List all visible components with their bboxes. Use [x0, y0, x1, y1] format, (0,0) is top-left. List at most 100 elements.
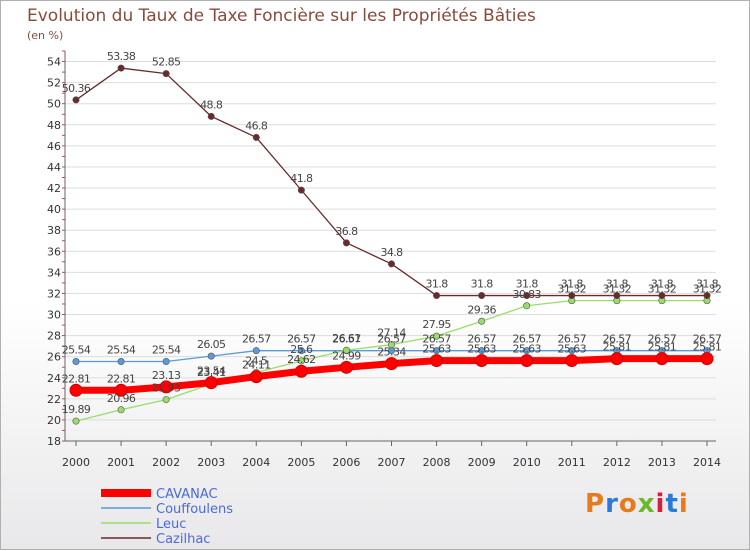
data-point — [520, 354, 534, 368]
x-tick-label: 2005 — [287, 456, 315, 469]
data-point — [72, 417, 80, 425]
data-point — [433, 292, 441, 300]
data-label: 19.89 — [62, 403, 91, 416]
data-label: 36.8 — [335, 225, 358, 238]
y-tick-label: 44 — [47, 161, 61, 174]
y-tick-label: 30 — [47, 309, 61, 322]
data-label: 25.63 — [467, 343, 496, 356]
data-label: 25.54 — [152, 344, 181, 357]
data-point — [207, 112, 215, 120]
data-label: 31.8 — [606, 278, 629, 291]
data-point — [568, 347, 576, 355]
chart-title: Evolution du Taux de Taxe Foncière sur l… — [27, 6, 536, 26]
y-tick-label: 28 — [47, 330, 61, 343]
data-point — [207, 352, 215, 360]
logo-letter: r — [605, 489, 619, 519]
x-tick-label: 2000 — [62, 456, 90, 469]
data-point — [658, 292, 666, 300]
data-point — [69, 383, 83, 397]
data-label: 48.8 — [200, 98, 223, 111]
x-tick-label: 2010 — [513, 456, 541, 469]
data-label: 46.8 — [245, 119, 268, 132]
y-tick-label: 38 — [47, 224, 61, 237]
x-tick-label: 2002 — [152, 456, 180, 469]
data-point — [72, 358, 80, 366]
data-point — [387, 341, 395, 349]
data-label: 34.8 — [380, 246, 403, 259]
x-tick-label: 2014 — [693, 456, 721, 469]
data-label: 24.11 — [242, 359, 271, 372]
data-point — [297, 357, 305, 365]
data-label: 26.57 — [467, 333, 496, 346]
data-point — [523, 292, 531, 300]
data-label: 31.32 — [693, 283, 722, 296]
legend-label-leuc: Leuc — [156, 517, 186, 532]
logo-letter: o — [618, 489, 638, 519]
series-group — [69, 64, 714, 425]
data-label: 41.8 — [290, 172, 313, 185]
data-label: 31.8 — [651, 278, 674, 291]
data-label: 25.54 — [62, 344, 91, 357]
data-point — [478, 347, 486, 355]
data-label: 31.32 — [648, 283, 677, 296]
data-label: 26.57 — [287, 333, 316, 346]
data-label: 31.8 — [516, 278, 539, 291]
data-point — [294, 364, 308, 378]
data-point — [297, 186, 305, 194]
data-label: 26.57 — [648, 333, 677, 346]
data-point — [162, 358, 170, 366]
data-label: 25.54 — [107, 344, 136, 357]
y-tick-label: 18 — [47, 435, 61, 448]
data-label: 26.57 — [377, 333, 406, 346]
x-tick-label: 2004 — [242, 456, 270, 469]
data-label: 20.96 — [107, 392, 136, 405]
y-tick-label: 26 — [47, 351, 61, 364]
data-label: 30.83 — [512, 288, 541, 301]
logo-letter: i — [678, 489, 689, 519]
data-point — [339, 360, 353, 374]
data-label: 26.57 — [332, 333, 361, 346]
data-label: 50.36 — [62, 82, 91, 95]
data-point — [430, 354, 444, 368]
data-label: 24.62 — [287, 353, 316, 366]
data-point — [117, 64, 125, 72]
data-label: 26.57 — [422, 333, 451, 346]
x-tick-label: 2001 — [107, 456, 135, 469]
data-label: 26.57 — [603, 333, 632, 346]
data-point — [387, 260, 395, 268]
data-point — [117, 406, 125, 414]
data-point — [523, 302, 531, 310]
data-label: 53.38 — [107, 50, 136, 63]
x-tick-label: 2008 — [423, 456, 451, 469]
data-point — [114, 383, 128, 397]
data-label: 26.61 — [332, 332, 361, 345]
data-label: 26.57 — [558, 333, 587, 346]
data-label: 23.13 — [152, 369, 181, 382]
data-label: 23.54 — [197, 365, 226, 378]
data-point — [568, 292, 576, 300]
data-point — [342, 346, 350, 354]
data-point — [700, 352, 714, 366]
data-label: 22.81 — [62, 372, 91, 385]
data-label: 26.57 — [512, 333, 541, 346]
data-label: 52.85 — [152, 56, 181, 69]
data-label: 25.63 — [558, 343, 587, 356]
data-label: 25.81 — [693, 341, 722, 354]
data-label: 29.36 — [467, 303, 496, 316]
logo-letter: t — [665, 489, 679, 519]
data-label: 25.63 — [512, 343, 541, 356]
data-point — [252, 133, 260, 141]
y-tick-label: 24 — [47, 372, 61, 385]
x-tick-label: 2011 — [558, 456, 586, 469]
logo-letter: P — [585, 489, 606, 519]
data-label: 23.41 — [197, 366, 226, 379]
data-point — [159, 380, 173, 394]
data-label: 25.81 — [648, 341, 677, 354]
data-point — [162, 70, 170, 78]
legend-label-cavanac: CAVANAC — [156, 487, 218, 502]
data-point — [204, 376, 218, 390]
data-point — [117, 358, 125, 366]
data-point — [565, 354, 579, 368]
x-tick-label: 2013 — [648, 456, 676, 469]
